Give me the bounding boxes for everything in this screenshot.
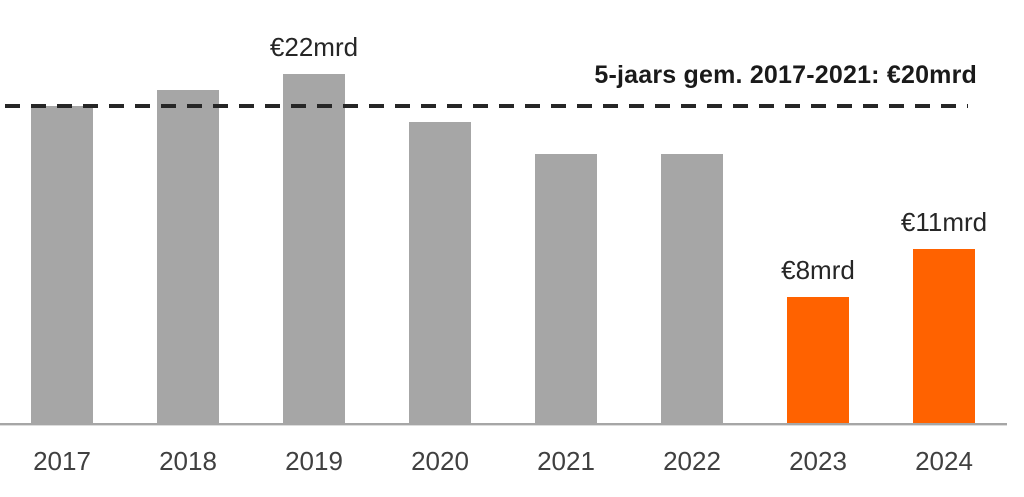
- x-tick-2024: 2024: [915, 446, 973, 476]
- x-tick-2018: 2018: [159, 446, 217, 476]
- data-label-2024: €11mrd: [900, 207, 988, 237]
- x-tick-2021: 2021: [537, 446, 595, 476]
- bar-2022: [661, 154, 723, 424]
- bar-2021: [535, 154, 597, 424]
- x-tick-2023: 2023: [789, 446, 847, 476]
- data-label-2023: €8mrd: [781, 255, 855, 285]
- bar-2020: [409, 122, 471, 424]
- data-label-2019: €22mrd: [269, 32, 359, 62]
- reference-line: [5, 104, 968, 108]
- x-tick-2019: 2019: [285, 446, 343, 476]
- bar-2023: [787, 297, 849, 424]
- x-tick-2017: 2017: [33, 446, 91, 476]
- bar-2024: [913, 249, 975, 424]
- x-axis-line: [0, 423, 1007, 426]
- x-tick-2020: 2020: [411, 446, 469, 476]
- x-tick-2022: 2022: [663, 446, 721, 476]
- bar-2017: [31, 106, 93, 424]
- reference-line-label: 5-jaars gem. 2017-2021: €20mrd: [594, 61, 977, 89]
- bar-2019: [283, 74, 345, 424]
- bar-2018: [157, 90, 219, 424]
